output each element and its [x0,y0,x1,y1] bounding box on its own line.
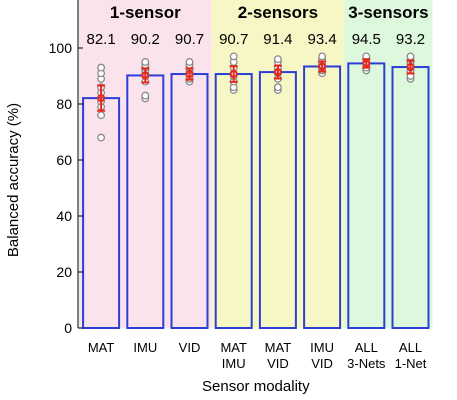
value-label-7: 93.2 [396,31,425,48]
x-tick-label-7: 1-Net [395,356,427,371]
data-point [141,58,150,66]
data-point [406,52,415,61]
data-point [229,52,238,61]
y-tick-label-80: 80 [56,96,72,112]
y-tick-label-60: 60 [56,152,72,168]
value-label-6: 94.5 [352,31,381,48]
y-axis-title: Balanced accuracy (%) [5,103,22,257]
data-point [141,91,150,100]
data-point [318,52,327,61]
group-background-2 [344,0,433,328]
error-bar-3 [229,65,238,83]
error-bars [97,58,415,112]
value-label-3: 90.7 [219,31,248,48]
error-bar-0 [97,84,106,112]
value-label-2: 90.7 [175,31,204,48]
y-tick-label-100: 100 [49,40,73,56]
group-title-1: 2-sensors [238,3,318,22]
x-tick-label-4: MAT [265,340,292,355]
data-point [97,133,106,142]
data-point [185,58,194,66]
error-bar-5 [318,60,327,73]
value-label-0: 82.1 [86,31,115,48]
group-background-1 [211,0,345,328]
x-tick-label-7: ALL [399,340,422,355]
error-bar-6 [362,58,371,69]
group-title-2: 3-sensors [348,3,428,22]
x-tick-label-3: MAT [220,340,247,355]
data-point [97,63,106,72]
x-tick-label-5: IMU [310,340,334,355]
x-tick-label-2: VID [179,340,201,355]
x-tick-label-0: MAT [88,340,115,355]
value-label-5: 93.4 [307,31,336,48]
labels: 1-sensor 2-sensors 3-sensors 0 20 40 60 80 100 82… [49,3,429,371]
x-tick-label-3: IMU [222,356,246,371]
x-tick-label-6: 3-Nets [347,356,386,371]
data-point [273,55,282,64]
error-bar-7 [406,59,415,75]
y-tick-label-40: 40 [56,208,72,224]
group-background-0 [79,0,212,328]
group-title-0: 1-sensor [110,3,181,22]
error-bar-1 [141,67,150,84]
data-point [97,111,106,120]
error-bar-4 [273,64,282,80]
x-tick-label-5: VID [311,356,333,371]
value-label-1: 90.2 [131,31,160,48]
value-label-4: 91.4 [263,31,292,48]
x-tick-label-1: IMU [133,340,157,355]
x-axis-title: Sensor modality [202,378,310,395]
group-backgrounds [79,0,433,328]
y-tick-label-20: 20 [56,264,72,280]
x-tick-label-6: ALL [355,340,378,355]
x-tick-label-4: VID [267,356,289,371]
error-bar-2 [185,67,194,81]
y-tick-label-0: 0 [64,320,72,336]
axes [77,0,83,329]
data-point [273,83,282,92]
